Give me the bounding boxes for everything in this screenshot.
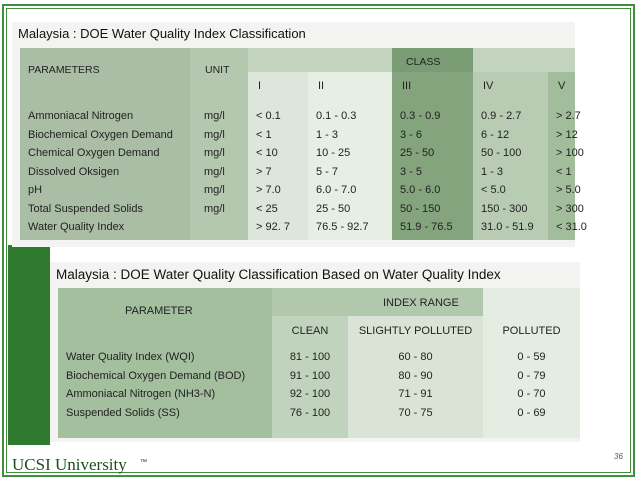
column	[483, 288, 580, 438]
cell: 0.9 - 2.7	[481, 110, 522, 122]
class-label: I	[258, 80, 262, 92]
cell: < 1	[556, 165, 572, 178]
header: PARAMETERS	[28, 64, 100, 76]
cell: < 10	[256, 147, 278, 159]
cell: 5 - 7	[316, 165, 339, 178]
class-label: V	[558, 80, 566, 92]
cell: 81 - 100	[289, 351, 331, 363]
cell: 50 - 100	[481, 147, 522, 159]
cell: 71 - 91	[398, 388, 433, 400]
cell: 1 - 3	[316, 128, 339, 141]
cell: 51.9 - 76.5	[400, 221, 453, 233]
cell: 31.0 - 51.9	[481, 221, 534, 233]
cell: 60 - 80	[398, 351, 433, 363]
green-block	[8, 245, 50, 445]
column	[548, 48, 575, 240]
cell: 92 - 100	[289, 388, 331, 400]
cell: Total Suspended Solids	[28, 202, 143, 215]
cell: mg/l	[204, 128, 225, 141]
page-number: 36	[614, 452, 623, 461]
cell: < 0.1	[256, 110, 281, 122]
column	[392, 48, 473, 240]
column	[248, 48, 308, 240]
cell: > 12	[556, 128, 578, 141]
cell: > 7	[256, 165, 272, 178]
cell: 91 - 100	[289, 369, 331, 382]
class-header-mid	[392, 48, 473, 72]
cell: 0 - 79	[517, 369, 546, 382]
cell: mg/l	[204, 165, 225, 178]
cell: < 1	[256, 128, 272, 141]
cell: 150 - 300	[481, 202, 528, 215]
cell: 0.1 - 0.3	[316, 110, 357, 122]
cell: mg/l	[204, 184, 225, 196]
cell: 0.3 - 0.9	[400, 110, 441, 122]
cell: 1 - 3	[481, 165, 504, 178]
cell: 6.0 - 7.0	[316, 184, 357, 196]
cell: 3 - 6	[400, 128, 423, 141]
column	[20, 48, 190, 240]
cell: > 7.0	[256, 184, 281, 196]
cell: Biochemical Oxygen Demand (BOD)	[66, 369, 246, 382]
cell: > 300	[556, 202, 584, 215]
header: INDEX RANGE	[383, 297, 459, 309]
class-label: CLEAN	[291, 325, 329, 337]
cell: Chemical Oxygen Demand	[28, 147, 160, 159]
cell: 25 - 50	[316, 202, 351, 215]
cell: Water Quality Index	[28, 221, 125, 233]
column	[190, 48, 248, 240]
cell: > 2.7	[556, 110, 581, 122]
title: Malaysia : DOE Water Quality Classificat…	[56, 267, 501, 282]
cell: < 31.0	[556, 221, 587, 233]
cell: 3 - 5	[400, 165, 423, 178]
class-label: POLLUTED	[502, 325, 561, 337]
class-label: III	[402, 80, 412, 92]
cell: Biochemical Oxygen Demand	[28, 128, 173, 141]
title: Malaysia : DOE Water Quality Index Class…	[18, 26, 306, 41]
cell: mg/l	[204, 110, 225, 122]
cell: > 92. 7	[256, 221, 290, 233]
cell: 50 - 150	[400, 202, 441, 215]
cell: 0 - 69	[517, 406, 546, 419]
cell: 70 - 75	[398, 406, 433, 419]
class-label: II	[318, 80, 325, 92]
cell: < 25	[256, 202, 278, 215]
trademark: ™	[140, 459, 147, 466]
cell: 25 - 50	[400, 147, 435, 159]
cell: 0 - 59	[517, 351, 546, 363]
cell: 10 - 25	[316, 147, 351, 159]
column	[58, 288, 272, 438]
frame	[2, 4, 635, 477]
range-header	[272, 288, 483, 316]
cell: 5.0 - 6.0	[400, 184, 441, 196]
cell: 6 - 12	[481, 128, 510, 141]
class-label: SLIGHTLY POLLUTED	[358, 325, 473, 337]
column	[473, 48, 548, 240]
cell: > 5.0	[556, 184, 581, 196]
logo: UCSI University	[12, 455, 127, 474]
header: CLASS	[406, 56, 441, 68]
cell: > 100	[556, 147, 584, 159]
cell: Suspended Solids (SS)	[66, 406, 180, 419]
cell: 80 - 90	[398, 369, 433, 382]
cell: 0 - 70	[517, 388, 546, 400]
cell: Ammoniacal Nitrogen (NH3-N)	[66, 388, 216, 400]
cell: Water Quality Index (WQI)	[66, 351, 195, 363]
cell: Dissolved Oksigen	[28, 165, 120, 178]
cell: Ammoniacal Nitrogen	[28, 110, 134, 122]
header: UNIT	[205, 64, 230, 76]
cell: mg/l	[204, 202, 225, 215]
cell: 76.5 - 92.7	[316, 221, 369, 233]
cell: mg/l	[204, 147, 225, 159]
cell: 76 - 100	[289, 406, 331, 419]
frame-inner	[6, 8, 631, 473]
cell: < 5.0	[481, 184, 506, 196]
header: PARAMETER	[125, 305, 193, 317]
class-label: IV	[483, 80, 494, 92]
cell: pH	[28, 184, 43, 196]
column	[308, 48, 392, 240]
